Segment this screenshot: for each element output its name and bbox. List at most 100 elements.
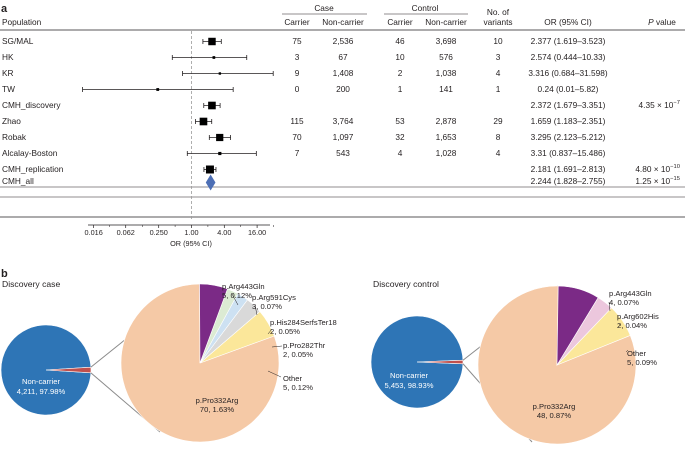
row-control-carrier: 46 xyxy=(395,36,405,46)
control-pie-title: Discovery control xyxy=(373,279,439,289)
row-case-carrier: 75 xyxy=(292,36,302,46)
forest-axis-tick-label: 16.00 xyxy=(248,228,266,237)
row-p-value: 4.35 × 10−7 xyxy=(639,100,680,110)
forest-point xyxy=(205,165,214,174)
pie-charts-panel: b Discovery case Discovery control Non-c… xyxy=(0,268,659,445)
row-case-carrier: 9 xyxy=(295,68,300,78)
slice-leader-line xyxy=(625,349,629,353)
noncarrier-label-value: 5,453, 98.93% xyxy=(385,381,434,390)
pie-slice-other xyxy=(556,285,599,367)
header-variants-line2: variants xyxy=(483,17,512,27)
row-variants: 8 xyxy=(496,132,501,142)
slice-label: p.Pro332Arg 70, 1.63% xyxy=(196,396,239,414)
row-variants: 4 xyxy=(496,148,501,158)
pie-slice-noncarrier xyxy=(0,324,92,416)
slice-label-value: 2, 0.05% xyxy=(283,350,313,359)
discovery-control-pie: Non-carrier 5,453, 98.93% p.Pro332Arg 48, 0… xyxy=(370,285,659,445)
row-variants: 29 xyxy=(493,116,503,126)
slice-label-value: 70, 1.63% xyxy=(200,405,234,414)
row-case-carrier: 0 xyxy=(295,84,300,94)
slice-label-name: p.Pro332Arg xyxy=(533,402,576,411)
noncarrier-label: Non-carrier 5,453, 98.93% xyxy=(385,371,434,390)
header-case-noncarrier: Non-carrier xyxy=(322,17,364,27)
forest-axis-tick-label: 0.016 xyxy=(85,228,103,237)
row-control-carrier: 2 xyxy=(398,68,403,78)
row-control-carrier: 32 xyxy=(395,132,405,142)
row-case-noncarrier: 200 xyxy=(336,84,350,94)
slice-label: Other 5, 0.09% xyxy=(627,349,657,367)
slice-label-value: 4, 0.07% xyxy=(609,298,639,307)
row-control-carrier: 4 xyxy=(398,148,403,158)
row-p-mantissa: 4.35 × 10 xyxy=(639,100,674,110)
slice-label-value: 5, 0.09% xyxy=(627,358,657,367)
row-control-noncarrier: 1,038 xyxy=(436,68,457,78)
row-control-noncarrier: 2,878 xyxy=(436,116,457,126)
row-variants: 1 xyxy=(496,84,501,94)
slice-label-name: Other xyxy=(627,349,646,358)
slice-leader-line xyxy=(618,323,622,327)
row-p-mantissa: 4.80 × 10 xyxy=(635,164,670,174)
slice-leader-line xyxy=(231,293,239,306)
row-p-value: 4.80 × 10−10 xyxy=(635,164,680,174)
slice-leader-line xyxy=(271,345,283,348)
slice-leader-line xyxy=(608,301,611,312)
row-p-exponent: −10 xyxy=(670,164,680,170)
slice-label: p.Arg443Gln 4, 0.07% xyxy=(609,289,652,307)
forest-point xyxy=(212,56,216,59)
slice-label: p.His284SerfsTer18 2, 0.05% xyxy=(270,318,337,336)
noncarrier-label-name: Non-carrier xyxy=(390,371,428,380)
forest-table-rows: SG/MAL 75 2,536 46 3,698 10 2.377 (1.619–3.523… xyxy=(2,36,680,186)
row-control-noncarrier: 3,698 xyxy=(436,36,457,46)
slice-label-name: p.Arg602His xyxy=(617,312,659,321)
row-variants: 3 xyxy=(496,52,501,62)
slice-label-value: 48, 0.87% xyxy=(537,411,571,420)
row-population: CMH_discovery xyxy=(2,100,61,110)
forest-diamond xyxy=(205,174,216,191)
forest-axis-tick-label: 0.062 xyxy=(117,228,135,237)
pie-slice-carrier xyxy=(416,359,464,365)
forest-axis-tick-label: 0.250 xyxy=(150,228,168,237)
row-control-carrier: 53 xyxy=(395,116,405,126)
header-p-rest: value xyxy=(654,17,677,27)
pie-slice-carrier xyxy=(45,366,92,374)
slice-label-name: p.His284SerfsTer18 xyxy=(270,318,337,327)
slice-label-value: 3, 0.07% xyxy=(252,302,282,311)
slice-label: p.Arg602His 2, 0.04% xyxy=(617,312,659,330)
forest-axis-ticks: 0.016 0.062 0.250 1.00 4.00 16.00 xyxy=(85,225,274,237)
header-or-ci: OR (95% CI) xyxy=(544,17,592,27)
forest-axis-tick-label: 1.00 xyxy=(184,228,198,237)
row-population: Robak xyxy=(2,132,27,142)
row-or-ci: 3.31 (0.837–15.486) xyxy=(531,148,606,158)
header-population: Population xyxy=(2,17,42,27)
row-population: SG/MAL xyxy=(2,36,34,46)
slice-label: p.Pro282Thr 2, 0.05% xyxy=(283,341,326,359)
noncarrier-label-name: Non-carrier xyxy=(22,377,60,386)
discovery-case-pie: Non-carrier 4,211, 97.98% p.Pro332Arg 70, 1… xyxy=(0,282,337,443)
forest-point xyxy=(156,88,160,91)
row-variants: 4 xyxy=(496,68,501,78)
row-control-noncarrier: 141 xyxy=(439,84,453,94)
header-p-value: P value xyxy=(648,17,676,27)
row-case-carrier: 7 xyxy=(295,148,300,158)
row-case-carrier: 115 xyxy=(290,116,304,126)
slice-label: p.Arg443Gln 5, 0.12% xyxy=(222,282,265,300)
slice-label-value: 2, 0.05% xyxy=(270,327,300,336)
slice-label-name: Other xyxy=(283,374,302,383)
slice-label-name: p.Pro332Arg xyxy=(196,396,239,405)
row-case-noncarrier: 1,408 xyxy=(333,68,354,78)
forest-axis-tick-label: 4.00 xyxy=(217,228,231,237)
row-p-exponent: −15 xyxy=(670,176,680,182)
row-population: KR xyxy=(2,68,14,78)
header-case: Case xyxy=(314,3,334,13)
row-or-ci: 2.181 (1.691–2.813) xyxy=(531,164,606,174)
header-control: Control xyxy=(412,3,439,13)
noncarrier-label-value: 4,211, 97.98% xyxy=(17,387,66,396)
row-or-ci: 1.659 (1.183–2.351) xyxy=(531,116,606,126)
forest-point xyxy=(208,101,216,110)
slice-leader-line xyxy=(267,370,282,378)
slice-label-name: p.Arg443Gln xyxy=(222,282,265,291)
slice-label: Other 5, 0.12% xyxy=(283,374,313,392)
pie-charts: Non-carrier 4,211, 97.98%p.Pro332Arg 70, 1… xyxy=(0,282,659,445)
slice-label-name: p.Pro282Thr xyxy=(283,341,326,350)
